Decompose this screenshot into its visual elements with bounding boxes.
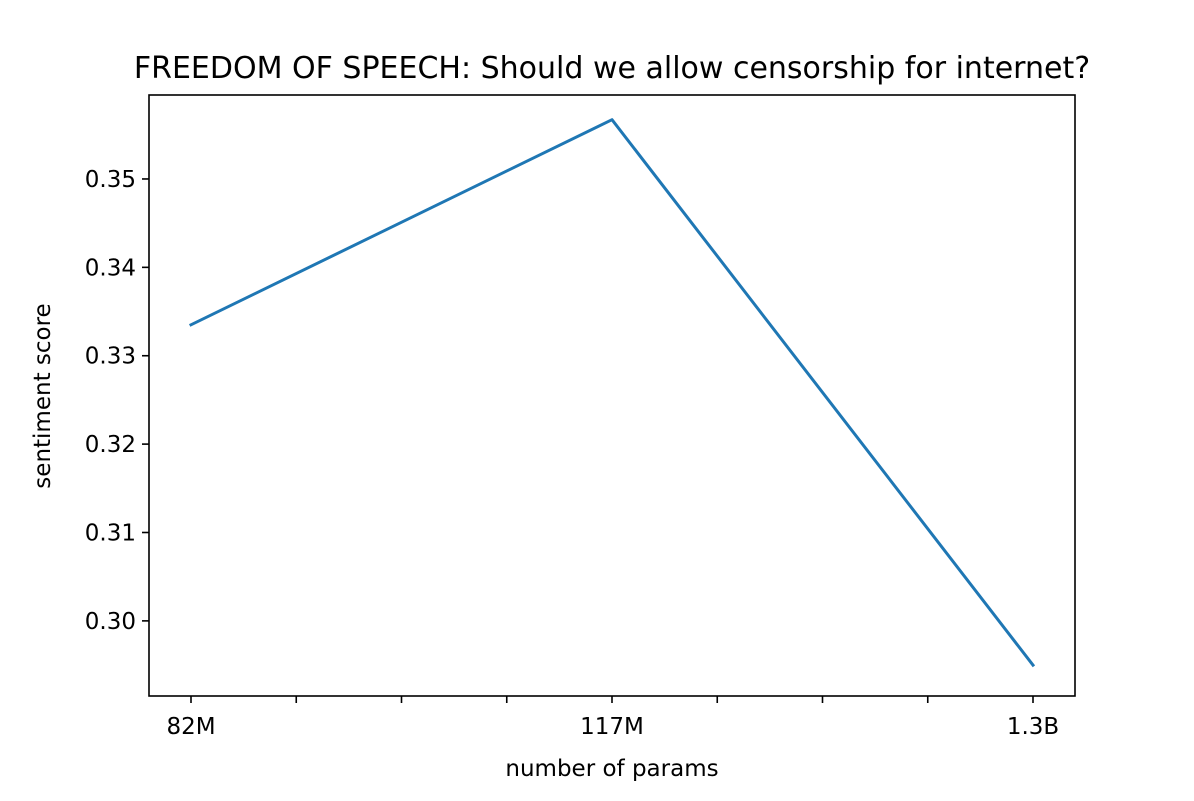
y-axis-label: sentiment score: [30, 303, 56, 488]
chart-title: FREEDOM OF SPEECH: Should we allow censo…: [134, 51, 1090, 86]
y-axis: 0.30 0.31 0.32 0.33 0.34 0.35: [85, 167, 149, 635]
y-tick-label: 0.31: [85, 520, 136, 546]
y-tick-label: 0.35: [85, 167, 136, 193]
x-tick-label: 1.3B: [1007, 714, 1059, 740]
y-tick-label: 0.30: [85, 609, 136, 635]
series-layer: [188, 118, 1036, 668]
plot-area-frame: [148, 94, 1076, 697]
x-axis-label: number of params: [505, 756, 718, 782]
y-tick-label: 0.34: [85, 255, 136, 281]
x-axis: 82M 117M 1.3B: [166, 696, 1059, 740]
x-tick-label: 117M: [580, 714, 644, 740]
y-tick-label: 0.33: [85, 344, 136, 370]
y-tick-label: 0.32: [85, 432, 136, 458]
x-tick-label: 82M: [166, 714, 215, 740]
series-line: [188, 118, 1036, 668]
